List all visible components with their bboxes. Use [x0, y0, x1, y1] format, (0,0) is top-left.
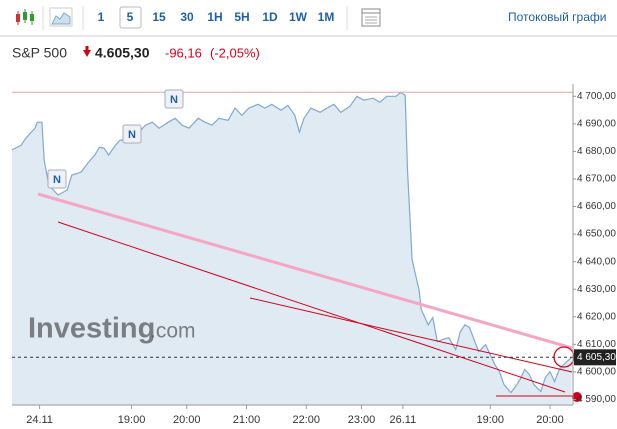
- news-box: [122, 124, 142, 144]
- plot: [11, 91, 573, 406]
- change-pct: (-2,05%): [210, 45, 260, 60]
- interval-button[interactable]: 1W: [289, 10, 308, 24]
- news-marker[interactable]: N: [47, 169, 67, 189]
- x-tick-label: 22:00: [293, 414, 321, 426]
- watermark: Investing: [28, 313, 155, 345]
- y-tick-label: 4 590,00: [577, 394, 616, 405]
- interval-button[interactable]: 1M: [318, 10, 335, 24]
- down-arrow: [83, 50, 91, 57]
- interval-button[interactable]: 30: [180, 10, 194, 24]
- icon-part: [51, 12, 71, 25]
- interval-button[interactable]: 15: [152, 10, 166, 24]
- interval-button[interactable]: 1: [98, 10, 105, 24]
- y-tick-label: 4 620,00: [577, 311, 616, 322]
- interval-button[interactable]: 1D: [262, 10, 278, 24]
- chart-title: S&P 500: [12, 45, 67, 61]
- y-tick-label: 4 700,00: [577, 91, 616, 102]
- news-box: [47, 169, 67, 189]
- area-fill: [12, 92, 572, 406]
- trend-line: [57, 221, 566, 393]
- y-tick-label: 4 680,00: [577, 146, 616, 157]
- x-tick-label: 23:00: [348, 414, 376, 426]
- price: 4.605,30: [95, 45, 150, 61]
- y-tick-label: 4 660,00: [577, 201, 616, 212]
- news-box: [164, 89, 184, 109]
- active-interval-box: [119, 6, 142, 29]
- table-icon[interactable]: [361, 8, 381, 27]
- y-tick-label: 4 600,00: [577, 367, 616, 378]
- news-marker[interactable]: N: [164, 89, 184, 109]
- icon-part: [30, 14, 34, 21]
- icon-part: [23, 12, 27, 20]
- news-marker[interactable]: N: [122, 124, 142, 144]
- x-tick-label: 19:00: [476, 414, 504, 426]
- y-tick-label: 4 640,00: [577, 256, 616, 267]
- interval-button[interactable]: 5H: [234, 10, 249, 24]
- area-icon[interactable]: [49, 7, 73, 27]
- candle-icon[interactable]: [16, 9, 34, 25]
- y-tick-label: 4 630,00: [577, 284, 616, 295]
- y-tick-label: 4 650,00: [577, 229, 616, 240]
- news-label: N: [170, 94, 178, 106]
- change: -96,16: [165, 45, 202, 60]
- news-label: N: [128, 129, 136, 141]
- x-tick-label: 21:00: [233, 414, 261, 426]
- interval-button[interactable]: 1H: [207, 10, 222, 24]
- x-tick-label: 26.11: [390, 414, 417, 426]
- x-tick-label: 24.11: [26, 414, 53, 426]
- stream-link[interactable]: Потоковый графи: [508, 10, 606, 24]
- x-tick-label: 20:00: [536, 414, 564, 426]
- trend-line: [249, 297, 573, 373]
- toolbar-bg: [0, 0, 617, 36]
- last-price-box: [574, 349, 616, 366]
- watermark: .com: [150, 320, 196, 343]
- y-tick-label: 4 670,00: [577, 174, 616, 185]
- toolbar: 1 5 15 30 1H 5H 1D 1W 1M Потоковый графи: [0, 0, 617, 37]
- last-price-label: 4 605,30: [577, 352, 616, 363]
- x-tick-label: 19:00: [118, 414, 146, 426]
- trend-line: [37, 192, 573, 350]
- y-tick-label: 4 610,00: [577, 339, 616, 350]
- x-tick-label: 20:00: [173, 414, 201, 426]
- down-arrow: [85, 46, 89, 51]
- icon-part: [16, 14, 20, 22]
- news-label: N: [53, 174, 61, 186]
- y-tick-label: 4 690,00: [577, 118, 616, 129]
- interval-button[interactable]: 5: [127, 10, 134, 24]
- price-line: [11, 91, 573, 394]
